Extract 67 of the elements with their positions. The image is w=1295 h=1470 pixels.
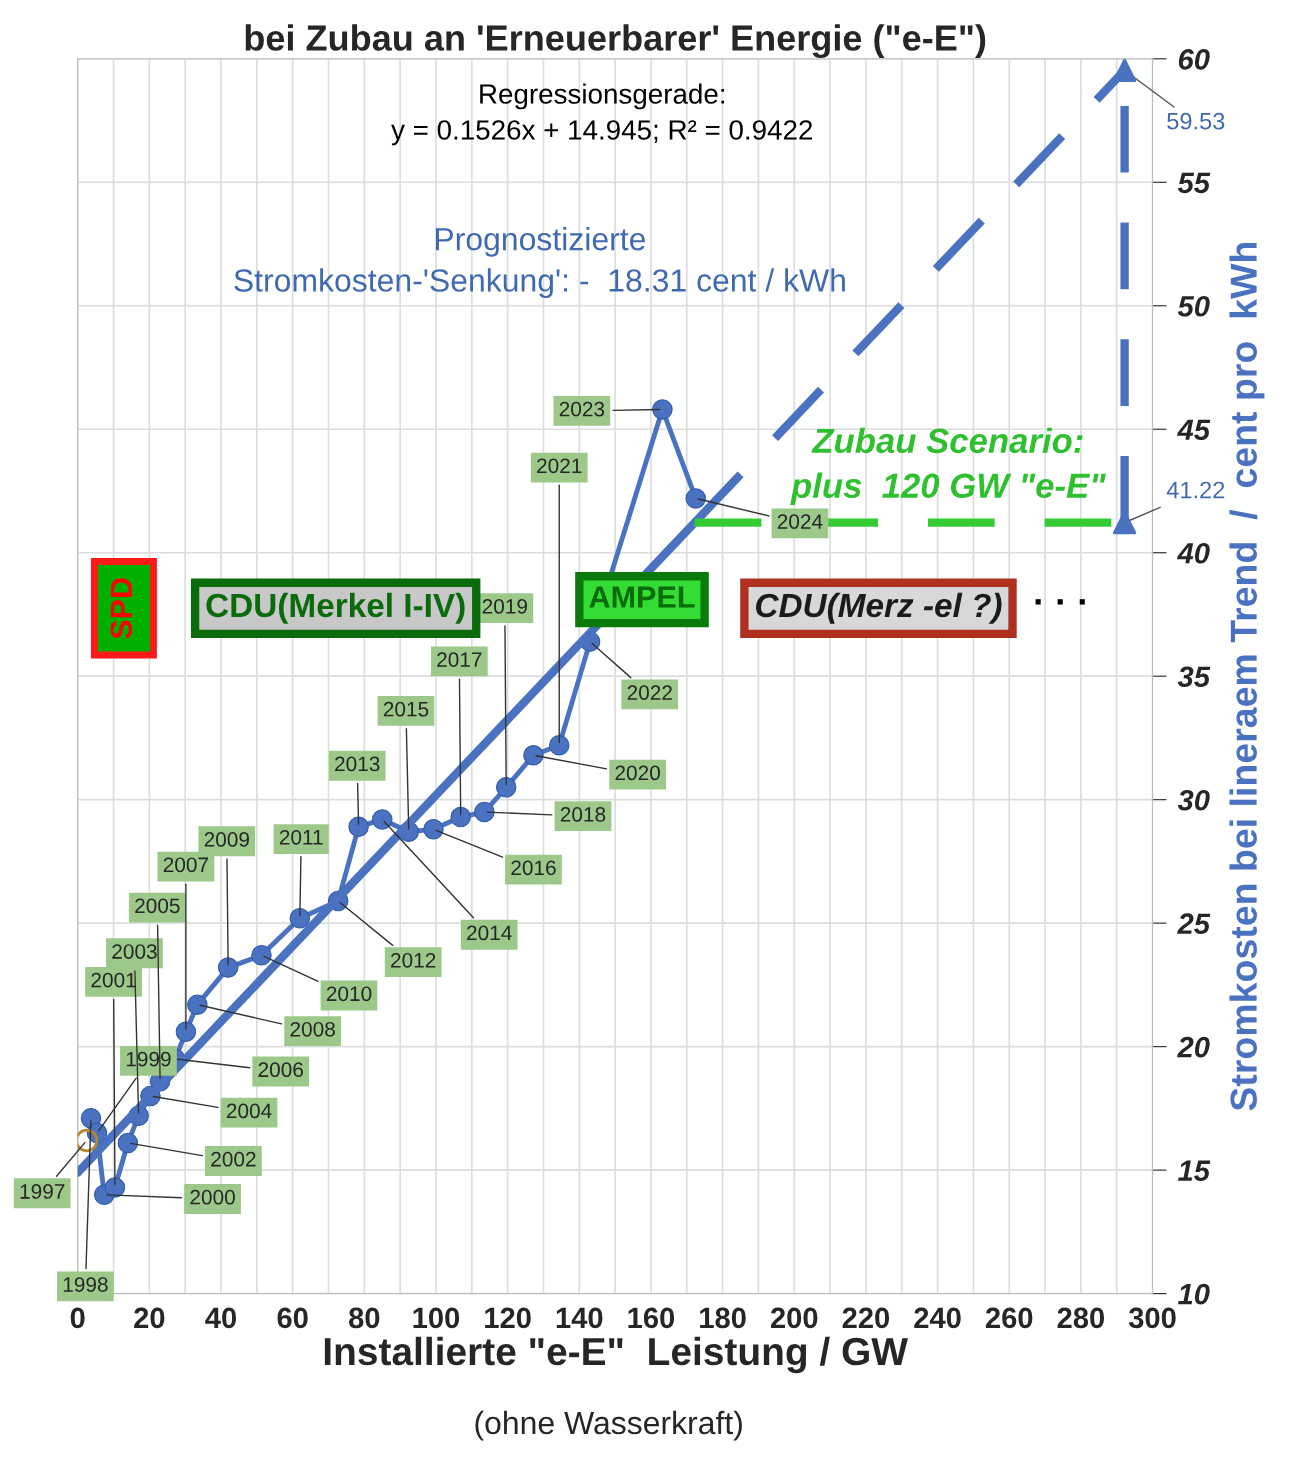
x-tick-label: 0 <box>70 1307 85 1329</box>
y-tick-label: 20 <box>1177 1036 1210 1058</box>
x-tick-label: 180 <box>700 1307 746 1329</box>
annotation: 41.22 <box>1166 481 1225 499</box>
annotation: 2019 <box>482 599 528 614</box>
y-tick-label: 35 <box>1177 666 1211 688</box>
annotation: 2008 <box>290 1021 335 1037</box>
annotation: SPD <box>110 578 133 639</box>
annotation: 2022 <box>627 685 672 700</box>
annotation: 2015 <box>383 701 429 717</box>
x-tick-label: 240 <box>914 1307 961 1329</box>
annotation: 2012 <box>391 952 436 968</box>
x-tick-label: 160 <box>628 1307 675 1329</box>
annotation: 1997 <box>20 1184 65 1199</box>
annotation: 2005 <box>135 898 180 914</box>
x-tick-label: 120 <box>485 1307 531 1329</box>
y-tick-label: 30 <box>1177 789 1210 811</box>
annotation: Prognostizierte Stromkosten-'Senkung': - 18.31 cent / kWh <box>234 226 845 299</box>
annotation: Zubau Scenario: plus 120 GW "e-E" <box>790 427 1107 505</box>
y-tick-label: 55 <box>1177 172 1211 194</box>
y-tick-label: 10 <box>1178 1283 1210 1305</box>
chart-title: bei Zubau an 'Erneuerbarer' Energie ("e-E") <box>245 24 986 59</box>
annotation: 2007 <box>163 857 209 873</box>
annotation: 2020 <box>615 765 660 781</box>
annotation: 2021 <box>537 458 582 474</box>
annotation: CDU(Merz -el ?) <box>756 592 1002 624</box>
annotation: · · · <box>1035 599 1085 605</box>
annotation: 2003 <box>112 944 157 959</box>
annotation: 2009 <box>204 832 249 847</box>
x-tick-label: 100 <box>413 1307 460 1329</box>
annotation: AMPEL <box>589 586 695 608</box>
annotation: 1998 <box>63 1277 108 1292</box>
annotation: 2024 <box>777 514 823 529</box>
annotation: 2010 <box>326 986 372 1002</box>
x-tick-label: 60 <box>277 1307 308 1329</box>
y-tick-label: 60 <box>1178 49 1210 70</box>
text: (ohne Wasserkraft) <box>475 1410 742 1441</box>
x-tick-label: 280 <box>1057 1307 1105 1329</box>
y-tick-label: 45 <box>1177 419 1211 441</box>
annotation: 2014 <box>467 925 512 941</box>
y-tick-label: 50 <box>1177 295 1210 317</box>
x-axis-title: Installierte "e-E" Leistung / GW <box>324 1336 908 1374</box>
annotation: Regressionsgerade: y = 0.1526x + 14.945; R² = 0.9422 <box>391 83 813 146</box>
x-tick-label: 200 <box>770 1307 818 1329</box>
x-tick-label: 80 <box>349 1307 380 1329</box>
x-tick-label: 300 <box>1128 1307 1176 1329</box>
annotation: 2016 <box>511 860 556 876</box>
x-tick-label: 40 <box>205 1307 237 1329</box>
x-tick-label: 220 <box>842 1307 890 1329</box>
annotation: 2004 <box>226 1103 272 1119</box>
y-axis-title: Stromkosten bei lineraem Trend / cent pro kWh <box>1229 242 1265 1111</box>
x-tick-label: 20 <box>134 1307 165 1329</box>
annotation: CDU(Merkel I-IV) <box>206 592 465 624</box>
y-tick-label: 40 <box>1177 542 1210 564</box>
annotation: 2018 <box>560 807 606 822</box>
x-tick-label: 140 <box>556 1307 603 1329</box>
annotation: 2013 <box>335 756 380 772</box>
annotation: 2023 <box>559 401 605 417</box>
annotation: 2002 <box>211 1151 256 1167</box>
annotation: 2011 <box>279 829 323 845</box>
annotation: 2017 <box>437 652 482 667</box>
x-tick-label: 260 <box>985 1307 1033 1329</box>
y-tick-label: 25 <box>1177 913 1211 935</box>
annotation: 2000 <box>190 1189 235 1205</box>
y-tick-label: 15 <box>1178 1160 1211 1181</box>
annotation: 59.53 <box>1167 112 1225 130</box>
annotation: 2006 <box>258 1062 303 1078</box>
